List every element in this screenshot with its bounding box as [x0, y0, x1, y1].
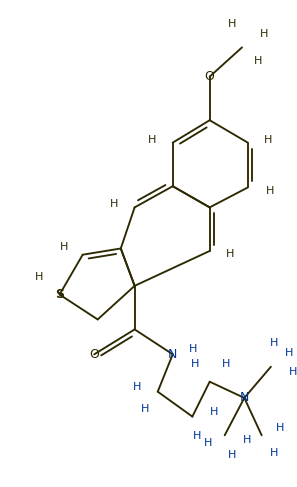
Text: O: O: [205, 70, 215, 83]
Text: H: H: [270, 448, 279, 458]
Text: H: H: [110, 199, 119, 209]
Text: H: H: [254, 56, 262, 66]
Text: H: H: [228, 19, 236, 29]
Text: H: H: [285, 348, 293, 358]
Text: H: H: [204, 438, 213, 448]
Text: H: H: [35, 272, 44, 282]
Text: H: H: [228, 450, 236, 460]
Text: H: H: [260, 29, 268, 38]
Text: H: H: [242, 435, 251, 445]
Text: H: H: [60, 242, 68, 252]
Text: H: H: [226, 249, 234, 259]
Text: H: H: [193, 431, 201, 442]
Text: N: N: [168, 348, 177, 361]
Text: H: H: [148, 134, 157, 145]
Text: H: H: [210, 407, 219, 416]
Text: H: H: [276, 423, 284, 433]
Text: H: H: [270, 338, 278, 348]
Text: H: H: [191, 359, 200, 369]
Text: H: H: [133, 382, 142, 392]
Text: H: H: [189, 344, 197, 355]
Text: H: H: [264, 134, 272, 145]
Text: H: H: [141, 404, 149, 414]
Text: H: H: [289, 367, 297, 377]
Text: O: O: [89, 348, 99, 361]
Text: N: N: [240, 392, 249, 404]
Text: H: H: [266, 186, 274, 196]
Text: H: H: [222, 359, 230, 369]
Text: S: S: [55, 288, 64, 301]
